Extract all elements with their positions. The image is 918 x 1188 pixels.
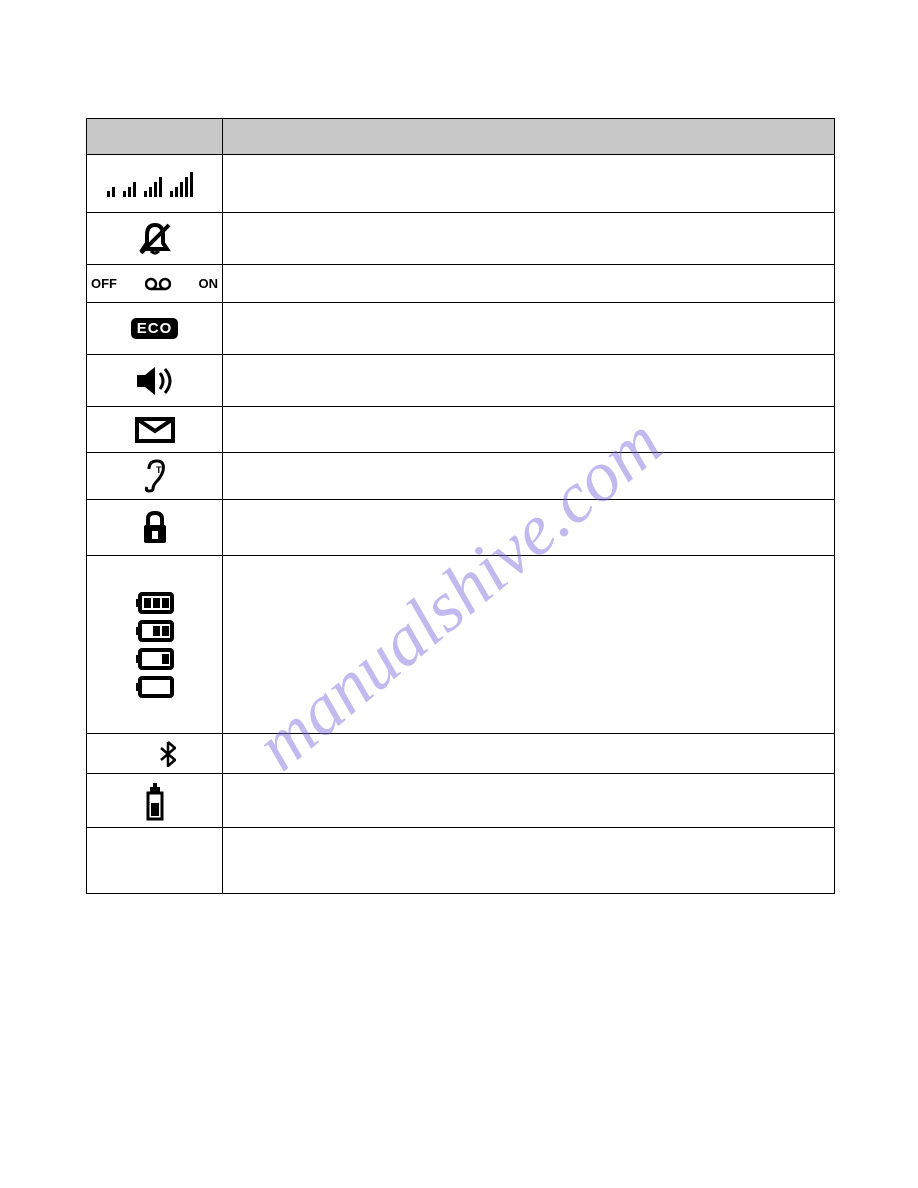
battery-full-icon <box>134 590 176 616</box>
desc-cell <box>223 556 835 734</box>
table-row: ECO <box>87 303 835 355</box>
desc-cell <box>223 303 835 355</box>
signal-strength-icon <box>87 155 223 213</box>
svg-text:T: T <box>156 465 162 475</box>
icon-reference-table: OFF ON ECO <box>86 118 834 894</box>
desc-cell <box>223 828 835 894</box>
desc-cell <box>223 500 835 556</box>
bluetooth-icon <box>87 734 223 774</box>
desc-cell <box>223 213 835 265</box>
desc-cell <box>223 355 835 407</box>
desc-cell <box>223 407 835 453</box>
table-row <box>87 556 835 734</box>
table-row: OFF ON <box>87 265 835 303</box>
eco-badge: ECO <box>131 318 179 339</box>
battery-one-third-icon <box>134 646 176 672</box>
empty-cell <box>87 828 223 894</box>
hearing-aid-icon: T <box>87 453 223 500</box>
header-icon-col <box>87 119 223 155</box>
battery-two-thirds-icon <box>134 618 176 644</box>
answering-machine-toggle: OFF ON <box>87 265 223 303</box>
table-header-row <box>87 119 835 155</box>
table-row <box>87 407 835 453</box>
table-row <box>87 774 835 828</box>
baby-monitor-icon <box>87 774 223 828</box>
off-label: OFF <box>91 276 117 291</box>
tape-icon <box>145 277 171 291</box>
ringer-off-icon <box>87 213 223 265</box>
desc-cell <box>223 774 835 828</box>
table-row: T <box>87 453 835 500</box>
keypad-lock-icon <box>87 500 223 556</box>
battery-empty-icon <box>134 674 176 700</box>
desc-cell <box>223 155 835 213</box>
eco-mode-icon: ECO <box>87 303 223 355</box>
table-row <box>87 355 835 407</box>
speaker-icon <box>87 355 223 407</box>
table-row <box>87 828 835 894</box>
desc-cell <box>223 734 835 774</box>
table-row <box>87 213 835 265</box>
table-row <box>87 734 835 774</box>
table-row <box>87 500 835 556</box>
table-row <box>87 155 835 213</box>
desc-cell <box>223 453 835 500</box>
desc-cell <box>223 265 835 303</box>
battery-level-icons <box>87 556 223 734</box>
on-label: ON <box>199 276 219 291</box>
message-icon <box>87 407 223 453</box>
header-desc-col <box>223 119 835 155</box>
